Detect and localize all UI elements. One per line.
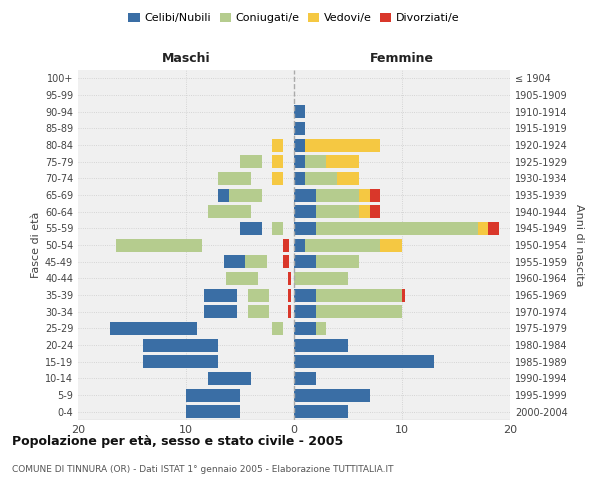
Bar bbox=[305, 138, 380, 151]
Bar bbox=[316, 255, 359, 268]
Bar bbox=[205, 305, 237, 318]
Bar bbox=[143, 338, 218, 351]
Bar bbox=[359, 188, 370, 202]
Bar bbox=[294, 172, 305, 185]
Bar bbox=[110, 322, 197, 335]
Bar bbox=[488, 222, 499, 235]
Bar bbox=[294, 322, 316, 335]
Bar bbox=[316, 322, 326, 335]
Bar bbox=[186, 388, 240, 402]
Bar bbox=[316, 305, 402, 318]
Bar bbox=[305, 238, 380, 252]
Bar bbox=[272, 155, 283, 168]
Y-axis label: Anni di nascita: Anni di nascita bbox=[574, 204, 584, 286]
Bar bbox=[294, 272, 348, 285]
Bar bbox=[294, 288, 316, 302]
Bar bbox=[370, 188, 380, 202]
Bar bbox=[272, 172, 283, 185]
Bar bbox=[294, 405, 348, 418]
Bar bbox=[283, 238, 289, 252]
Bar bbox=[224, 255, 245, 268]
Bar bbox=[240, 155, 262, 168]
Bar bbox=[316, 288, 402, 302]
Bar bbox=[248, 288, 269, 302]
Bar bbox=[272, 322, 283, 335]
Bar bbox=[240, 222, 262, 235]
Bar bbox=[283, 255, 289, 268]
Bar bbox=[116, 238, 202, 252]
Bar bbox=[294, 338, 348, 351]
Bar bbox=[287, 288, 291, 302]
Bar bbox=[294, 255, 316, 268]
Bar bbox=[237, 272, 248, 285]
Bar bbox=[478, 222, 488, 235]
Bar bbox=[248, 305, 269, 318]
Bar bbox=[316, 188, 359, 202]
Bar bbox=[294, 155, 305, 168]
Bar bbox=[294, 105, 305, 118]
Bar bbox=[370, 205, 380, 218]
Bar bbox=[316, 205, 359, 218]
Bar bbox=[337, 172, 359, 185]
Bar bbox=[294, 355, 434, 368]
Bar bbox=[218, 188, 240, 202]
Text: Popolazione per età, sesso e stato civile - 2005: Popolazione per età, sesso e stato civil… bbox=[12, 435, 343, 448]
Bar bbox=[380, 238, 402, 252]
Bar bbox=[208, 205, 229, 218]
Text: Maschi: Maschi bbox=[161, 52, 211, 65]
Bar bbox=[218, 172, 251, 185]
Bar bbox=[294, 305, 316, 318]
Bar bbox=[305, 155, 326, 168]
Text: COMUNE DI TINNURA (OR) - Dati ISTAT 1° gennaio 2005 - Elaborazione TUTTITALIA.IT: COMUNE DI TINNURA (OR) - Dati ISTAT 1° g… bbox=[12, 465, 394, 474]
Bar bbox=[402, 288, 405, 302]
Text: Femmine: Femmine bbox=[370, 52, 434, 65]
Bar bbox=[229, 188, 262, 202]
Bar bbox=[245, 255, 267, 268]
Bar bbox=[294, 205, 316, 218]
Bar bbox=[305, 172, 337, 185]
Bar bbox=[294, 238, 305, 252]
Bar bbox=[316, 222, 478, 235]
Bar bbox=[294, 222, 316, 235]
Bar bbox=[294, 188, 316, 202]
Bar bbox=[294, 138, 305, 151]
Legend: Celibi/Nubili, Coniugati/e, Vedovi/e, Divorziati/e: Celibi/Nubili, Coniugati/e, Vedovi/e, Di… bbox=[126, 10, 462, 26]
Bar bbox=[359, 205, 370, 218]
Bar bbox=[205, 288, 237, 302]
Bar bbox=[208, 205, 251, 218]
Bar bbox=[143, 355, 218, 368]
Bar bbox=[326, 155, 359, 168]
Bar bbox=[287, 272, 291, 285]
Bar bbox=[287, 305, 291, 318]
Bar bbox=[294, 388, 370, 402]
Bar bbox=[208, 372, 251, 385]
Bar bbox=[186, 405, 240, 418]
Bar bbox=[226, 272, 259, 285]
Y-axis label: Fasce di età: Fasce di età bbox=[31, 212, 41, 278]
Bar bbox=[272, 138, 283, 151]
Bar bbox=[181, 238, 191, 252]
Bar bbox=[294, 122, 305, 135]
Bar bbox=[272, 222, 283, 235]
Bar bbox=[294, 372, 316, 385]
